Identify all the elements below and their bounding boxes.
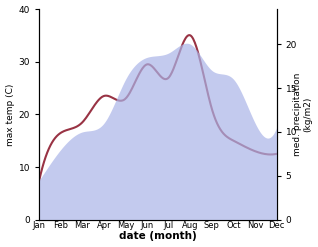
- Y-axis label: med. precipitation
(kg/m2): med. precipitation (kg/m2): [293, 73, 313, 156]
- Y-axis label: max temp (C): max temp (C): [5, 83, 15, 145]
- X-axis label: date (month): date (month): [119, 231, 197, 242]
